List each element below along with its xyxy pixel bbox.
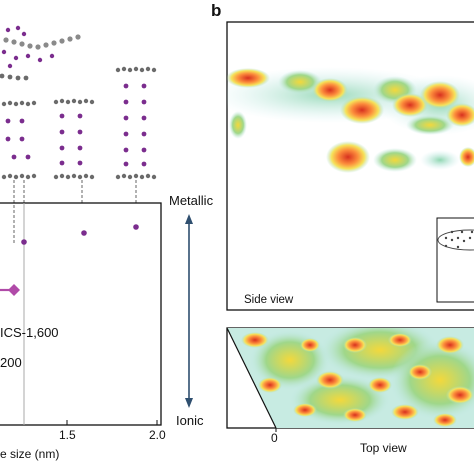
annotation-label-1: ICS-1,600 xyxy=(0,325,59,340)
data-point xyxy=(133,224,139,230)
x-axis-label: e size (nm) xyxy=(0,447,60,461)
atomic-structures xyxy=(0,25,157,180)
top-view-panel xyxy=(226,327,474,432)
plot-frame xyxy=(0,202,162,426)
x-tick-label: 2.0 xyxy=(149,428,166,442)
x-tick-label: 1.5 xyxy=(59,428,76,442)
top-view-label: Top view xyxy=(360,441,407,455)
stack-3 xyxy=(115,66,157,180)
scale-bottom-label: Ionic xyxy=(176,413,204,428)
data-point xyxy=(21,239,27,245)
side-view-panel xyxy=(226,21,474,311)
scale-top-label: Metallic xyxy=(169,193,214,208)
annotation-label-2: 200 xyxy=(0,355,22,370)
tilted-layer xyxy=(0,25,81,81)
highlight-diamond xyxy=(8,284,20,296)
scale-arrow xyxy=(185,214,193,408)
panel-letter-b: b xyxy=(211,1,222,20)
data-point xyxy=(81,230,87,236)
stack-1 xyxy=(1,100,37,180)
inset-box xyxy=(436,217,474,303)
plot-a xyxy=(0,202,162,426)
side-view-label: Side view xyxy=(244,294,294,306)
top-axis-zero: 0 xyxy=(271,431,278,445)
stack-2 xyxy=(53,98,95,180)
guide-lines xyxy=(13,180,137,244)
